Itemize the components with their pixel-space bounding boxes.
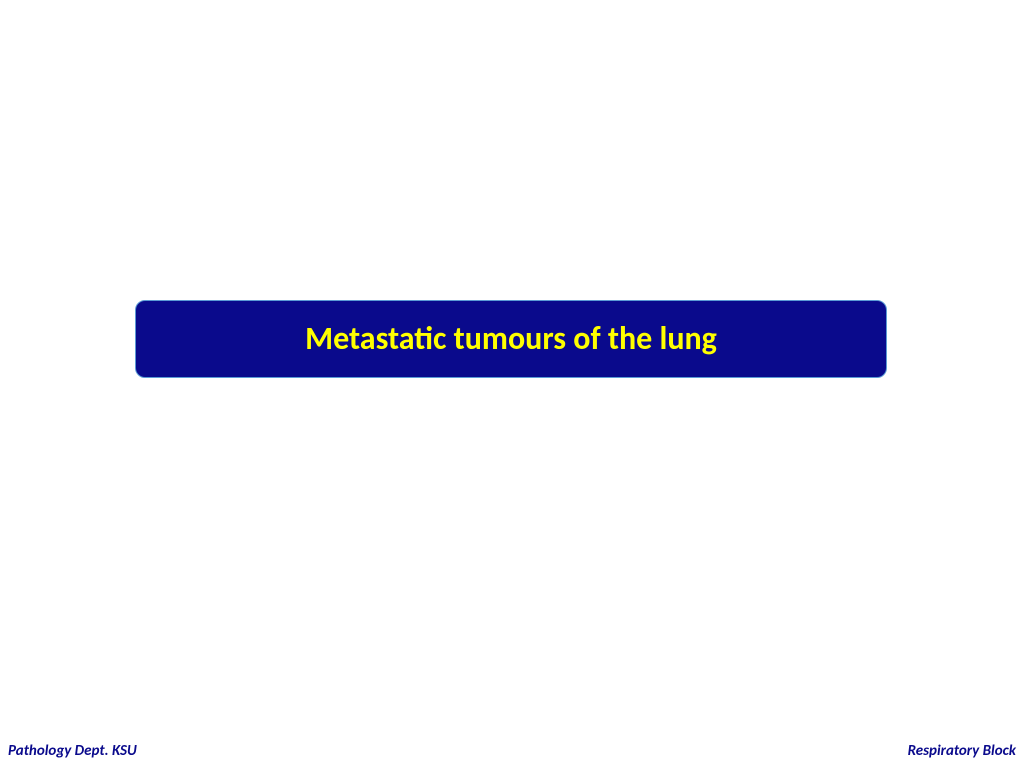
slide: Metastatic tumours of the lung Pathology… bbox=[0, 0, 1024, 768]
footer-left: Pathology Dept. KSU bbox=[8, 742, 137, 760]
title-banner: Metastatic tumours of the lung bbox=[135, 300, 887, 378]
footer-right: Respiratory Block bbox=[908, 742, 1016, 760]
slide-title: Metastatic tumours of the lung bbox=[305, 321, 717, 356]
